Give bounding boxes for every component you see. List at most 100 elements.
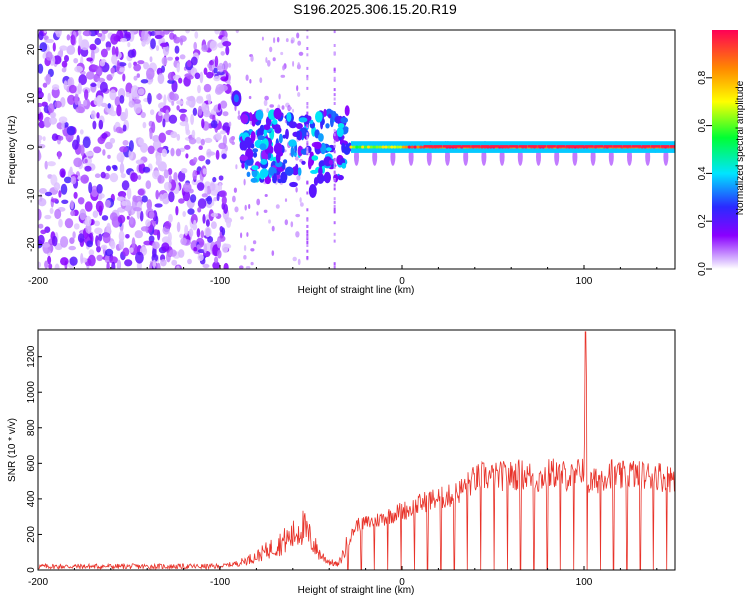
- heatmap-cell: [325, 123, 330, 129]
- heatmap-cell: [361, 145, 365, 149]
- heatmap-cell: [641, 145, 651, 148]
- spectrogram-x-tick-label: -200: [28, 276, 48, 287]
- heatmap-cell: [66, 125, 76, 136]
- heatmap-cell: [243, 178, 246, 186]
- heatmap-cell: [116, 60, 120, 72]
- heatmap-cell: [84, 89, 89, 100]
- heatmap-cell: [206, 71, 214, 79]
- spectrogram-y-tick-label: -20: [26, 237, 37, 252]
- heatmap-cell: [42, 243, 51, 248]
- heatmap-cell: [248, 204, 251, 209]
- heatmap-cell: [210, 212, 219, 218]
- heatmap-cell: [222, 60, 229, 71]
- heatmap-cell: [192, 107, 198, 116]
- heatmap-cell: [333, 70, 336, 73]
- colorbar: 0.0 0.2 0.4 0.6 0.8 Normalized spectral ampl…: [697, 30, 746, 276]
- heatmap-cell: [45, 30, 48, 31]
- heatmap-cell: [228, 121, 232, 127]
- heatmap-cell: [48, 103, 55, 113]
- heatmap-cell: [82, 30, 92, 37]
- heatmap-cell: [147, 145, 155, 155]
- heatmap-cell: [133, 99, 141, 104]
- heatmap-cell: [243, 245, 247, 252]
- heatmap-cell: [271, 225, 275, 232]
- heatmap-cell: [106, 261, 110, 269]
- spectrogram-y-label: Frequency (Hz): [7, 116, 18, 185]
- heatmap-cell: [146, 67, 155, 80]
- heatmap-cell: [42, 136, 46, 142]
- heatmap-cell: [67, 78, 73, 87]
- heatmap-cell: [193, 219, 197, 230]
- heatmap-cell: [188, 137, 197, 145]
- snr-x-tick-label: 100: [576, 577, 593, 588]
- heatmap-cell: [452, 145, 462, 148]
- heatmap-cell: [136, 73, 140, 78]
- heatmap-cell: [178, 108, 188, 113]
- heatmap-cell: [97, 33, 103, 38]
- heatmap-cell: [269, 46, 273, 53]
- heatmap-cell: [101, 132, 108, 139]
- heatmap-cell: [333, 262, 336, 266]
- heatmap-cell: [202, 213, 206, 224]
- heatmap-cell: [556, 145, 566, 148]
- heatmap-cell: [306, 142, 309, 146]
- heatmap-cell: [252, 148, 259, 153]
- heatmap-cell: [260, 158, 268, 165]
- heatmap-cell: [296, 175, 301, 181]
- heatmap-cell: [54, 100, 62, 108]
- heatmap-cell: [651, 145, 660, 148]
- heatmap-cell: [251, 119, 256, 127]
- heatmap-cell: [190, 56, 198, 66]
- snr-x-tick-label: -200: [28, 577, 48, 588]
- heatmap-cell: [381, 145, 385, 149]
- heatmap-cell: [51, 235, 58, 247]
- heatmap-cell: [613, 145, 623, 148]
- heatmap-cell: [176, 100, 184, 105]
- heatmap-cell: [155, 45, 160, 52]
- heatmap-cell: [43, 30, 48, 34]
- heatmap-cell: [333, 178, 336, 182]
- heatmap-cell: [288, 139, 297, 147]
- heatmap-cell: [140, 226, 149, 232]
- snr-frame: [37, 329, 676, 571]
- heatmap-cell: [413, 145, 417, 149]
- heatmap-cell: [150, 38, 156, 50]
- heatmap-cell: [393, 145, 397, 149]
- heatmap-cell: [182, 182, 192, 193]
- heatmap-cell: [218, 182, 223, 192]
- heatmap-cell: [164, 220, 172, 229]
- heatmap-cell: [51, 84, 60, 91]
- heatmap-cell: [333, 165, 336, 169]
- heatmap-cell: [110, 33, 119, 45]
- heatmap-cell: [398, 145, 403, 149]
- heatmap-cell: [297, 167, 302, 176]
- heatmap-cell: [255, 109, 264, 121]
- heatmap-cell: [306, 47, 309, 50]
- snr-line: [38, 331, 675, 570]
- heatmap-cell: [333, 162, 336, 166]
- heatmap-cell: [86, 240, 93, 248]
- heatmap-cell: [546, 145, 556, 148]
- heatmap-cell: [204, 184, 208, 196]
- heatmap-cell: [295, 156, 299, 161]
- heatmap-cell: [306, 111, 309, 115]
- heatmap-cell: [53, 55, 62, 65]
- heatmap-cell: [54, 263, 60, 269]
- heatmap-cell: [67, 94, 76, 105]
- heatmap-cell: [99, 59, 106, 67]
- heatmap-cell: [267, 152, 272, 159]
- heatmap-cell: [168, 213, 173, 223]
- heatmap-cell: [90, 110, 96, 120]
- heatmap-cell: [197, 207, 202, 213]
- heatmap-cell: [404, 145, 408, 149]
- heatmap-cell: [84, 201, 93, 212]
- figure-title: S196.2025.306.15.20.R19: [293, 1, 457, 17]
- heatmap-cell: [70, 210, 76, 217]
- heatmap-cell: [187, 258, 192, 265]
- heatmap-cell: [249, 79, 252, 84]
- heatmap-cell: [217, 103, 221, 111]
- heatmap-cell: [47, 255, 52, 265]
- heatmap-cell: [233, 94, 239, 103]
- heatmap-cell: [158, 132, 167, 143]
- heatmap-cell: [155, 189, 159, 200]
